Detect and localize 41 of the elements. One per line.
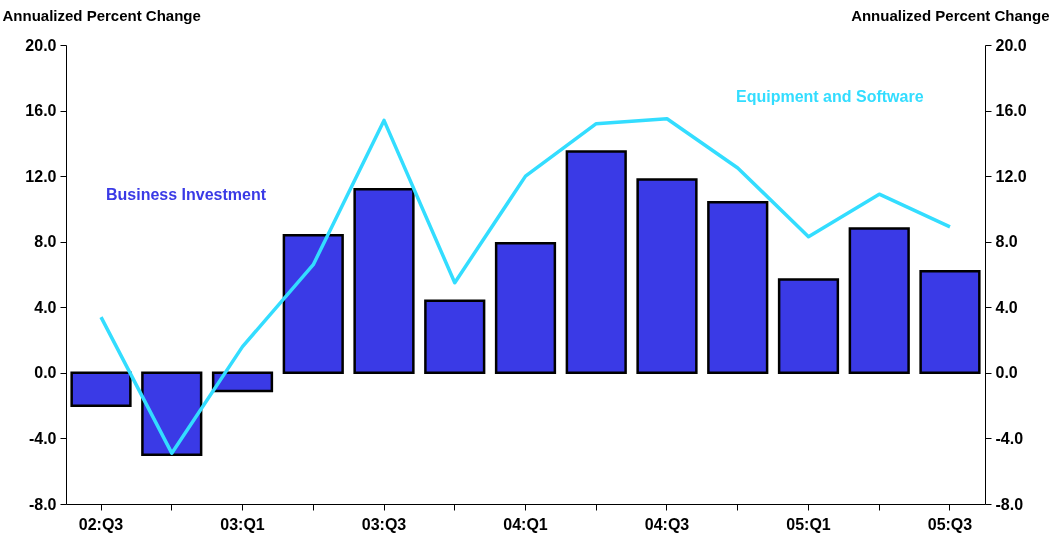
- y-tick-label: -8.0: [28, 495, 57, 513]
- bar: [919, 269, 981, 375]
- text: Equipment and Software: [736, 88, 924, 105]
- x-tick-label: 05:Q3: [927, 515, 973, 533]
- x-tick-label: 02:Q3: [78, 515, 124, 533]
- bar: [777, 278, 840, 375]
- x-tick-label: 03:Q3: [361, 515, 407, 533]
- y2-tick-label: -4.0: [995, 429, 1024, 447]
- bar: [707, 201, 769, 375]
- x-tick-label: 05:Q1: [786, 515, 831, 533]
- line-series: [99, 117, 952, 455]
- x-tick-label: 04:Q3: [644, 515, 690, 533]
- y2-axis-title: Annualized Percent Change: [851, 6, 1049, 24]
- y2-tick-label: 20.0: [995, 36, 1027, 54]
- y-tick-label: 12.0: [25, 167, 57, 185]
- y-axis-title: Annualized Percent Change: [2, 6, 201, 24]
- bar: [424, 299, 486, 375]
- bar: [848, 227, 910, 375]
- bar: [70, 371, 132, 407]
- y-tick-label: 8.0: [34, 233, 57, 251]
- y-tick-label: 20.0: [25, 36, 57, 54]
- y2-tick-label: 0.0: [995, 364, 1018, 382]
- y2-tick-label: 16.0: [995, 102, 1027, 120]
- bar: [141, 371, 203, 457]
- text: Business Investment: [106, 186, 267, 203]
- y-tick-label: -4.0: [28, 429, 57, 447]
- y-tick-label: 0.0: [34, 364, 57, 382]
- y2-tick-label: 8.0: [995, 233, 1018, 251]
- bar: [494, 242, 557, 375]
- bar: [353, 188, 415, 375]
- y-tick-label: 16.0: [25, 102, 57, 120]
- bar: [565, 150, 627, 375]
- x-tick-label: 04:Q1: [503, 515, 548, 533]
- y2-tick-label: 4.0: [995, 298, 1018, 316]
- x-tick-label: 03:Q1: [220, 515, 265, 533]
- bar: [636, 178, 698, 375]
- bar: [211, 371, 274, 393]
- y-tick-label: 4.0: [34, 298, 57, 316]
- y2-tick-label: 12.0: [995, 167, 1027, 185]
- y2-tick-label: -8.0: [995, 495, 1024, 513]
- bar: [282, 233, 344, 375]
